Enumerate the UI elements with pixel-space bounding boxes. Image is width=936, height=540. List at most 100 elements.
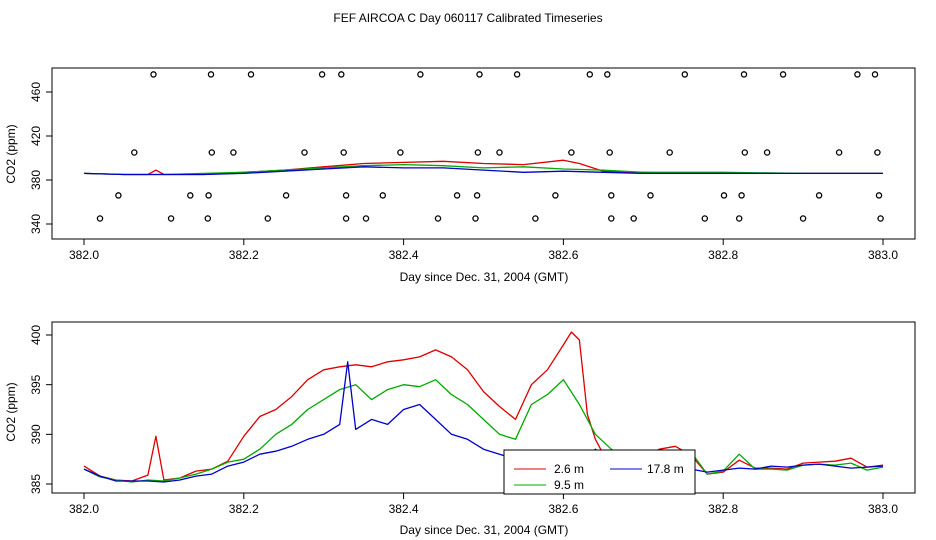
legend-box — [503, 449, 696, 495]
bottom-x-tick-label: 382.4 — [389, 502, 419, 516]
top-y-tick-label: 420 — [29, 126, 43, 146]
top-scatter-point — [362, 215, 370, 222]
bottom-y-tick-label: 390 — [29, 424, 43, 444]
top-scatter-point — [647, 192, 654, 199]
top-scatter-point — [453, 192, 461, 199]
top-scatter-point — [264, 215, 272, 222]
top-scatter-point — [741, 149, 749, 156]
top-panel-marks — [83, 71, 884, 222]
top-scatter-point — [318, 71, 326, 78]
top-scatter-point — [230, 149, 237, 156]
top-scatter-point — [720, 192, 728, 199]
top-plot-frame — [51, 67, 916, 240]
legend-label-17-8m: 17.8 m — [647, 462, 684, 476]
top-scatter-point — [301, 149, 308, 156]
top-x-tick-label: 382.0 — [69, 248, 99, 262]
chart-title: FEF AIRCOA C Day 060117 Calibrated Times… — [333, 11, 602, 25]
top-scatter-point — [115, 192, 122, 199]
top-scatter-point — [96, 215, 104, 222]
top-scatter-point — [568, 149, 575, 156]
legend-label-2-6m: 2.6 m — [554, 462, 584, 476]
top-scatter-point — [835, 149, 843, 156]
bottom-panel-marks — [83, 331, 884, 483]
top-panel: 382.0 382.2 382.4 382.6 382.8 383.0 340 380 420 4… — [4, 67, 916, 284]
top-y-tick-label: 340 — [29, 214, 43, 234]
top-scatter-point — [877, 215, 884, 222]
top-panel-axes: 382.0 382.2 382.4 382.6 382.8 383.0 340 380 420 4… — [29, 82, 898, 262]
top-scatter-point — [799, 215, 807, 222]
top-scatter-point — [282, 192, 290, 199]
top-scatter-point — [150, 71, 157, 78]
top-x-tick-label: 382.2 — [229, 248, 259, 262]
bottom-x-tick-label: 382.0 — [69, 502, 99, 516]
bottom-panel: 382.0 382.2 382.4 382.6 382.8 383.0 385 390 395 4… — [4, 321, 916, 537]
top-scatter-point — [630, 215, 637, 222]
top-scatter-point — [871, 71, 879, 78]
top-scatter-point — [608, 215, 615, 222]
top-scatter-point — [604, 71, 611, 78]
bottom-series-17-8-m — [83, 361, 884, 483]
legend: 2.6 m 17.8 m 9.5 m — [503, 449, 696, 495]
bottom-series-9-5-m — [83, 379, 884, 483]
top-x-tick-label: 383.0 — [868, 248, 898, 262]
top-scatter-point — [205, 192, 212, 199]
top-scatter-point — [740, 71, 748, 78]
top-x-tick-label: 382.4 — [389, 248, 419, 262]
top-scatter-point — [342, 192, 350, 199]
top-scatter-point — [606, 149, 613, 156]
bottom-y-axis-label: CO2 (ppm) — [4, 382, 18, 441]
top-y-axis-label: CO2 (ppm) — [4, 124, 18, 183]
top-scatter-point — [187, 192, 194, 199]
bottom-y-tick-label: 385 — [29, 474, 43, 494]
top-scatter-point — [131, 149, 138, 156]
top-series-9-5-m — [83, 163, 883, 176]
top-scatter-point — [167, 215, 175, 222]
top-scatter-point — [397, 149, 404, 156]
top-scatter-point — [338, 71, 345, 78]
bottom-x-tick-label: 382.8 — [708, 502, 738, 516]
top-scatter-point — [666, 149, 673, 156]
top-scatter-point — [208, 149, 216, 156]
top-scatter-point — [586, 71, 594, 78]
top-scatter-point — [875, 192, 883, 199]
top-scatter-point — [434, 215, 442, 222]
bottom-x-axis-label: Day since Dec. 31, 2004 (GMT) — [400, 523, 569, 537]
top-scatter-point — [379, 192, 387, 199]
top-scatter-point — [681, 71, 689, 78]
bottom-y-tick-label: 395 — [29, 374, 43, 394]
top-scatter-point — [532, 215, 539, 222]
top-scatter-point — [763, 149, 771, 156]
top-scatter-point — [207, 71, 215, 78]
top-scatter-point — [204, 215, 212, 222]
top-series-17-8-m — [83, 166, 883, 176]
top-scatter-point — [513, 71, 521, 78]
top-x-tick-label: 382.6 — [548, 248, 578, 262]
top-scatter-point — [247, 71, 255, 78]
top-scatter-point — [815, 192, 823, 199]
legend-label-9-5m: 9.5 m — [554, 478, 584, 492]
top-scatter-point — [342, 215, 350, 222]
top-x-axis-label: Day since Dec. 31, 2004 (GMT) — [400, 270, 569, 284]
bottom-series-2-6-m — [83, 331, 884, 482]
bottom-y-tick-label: 400 — [29, 325, 43, 345]
top-scatter-point — [496, 149, 503, 156]
top-y-tick-label: 460 — [29, 82, 43, 102]
top-scatter-point — [608, 192, 615, 199]
top-scatter-point — [874, 149, 881, 156]
bottom-x-tick-label: 382.6 — [548, 502, 578, 516]
bottom-x-tick-label: 383.0 — [868, 502, 898, 516]
top-scatter-point — [552, 192, 559, 199]
top-x-tick-label: 382.8 — [708, 248, 738, 262]
top-scatter-point — [854, 71, 861, 78]
top-scatter-point — [474, 149, 482, 156]
top-scatter-point — [472, 215, 479, 222]
top-scatter-point — [473, 192, 481, 199]
bottom-x-tick-label: 382.2 — [229, 502, 259, 516]
top-scatter-point — [738, 192, 745, 199]
top-scatter-point — [701, 215, 709, 222]
top-scatter-point — [735, 215, 743, 222]
top-scatter-point — [340, 149, 347, 156]
top-scatter-point — [779, 71, 787, 78]
top-scatter-point — [476, 71, 483, 78]
